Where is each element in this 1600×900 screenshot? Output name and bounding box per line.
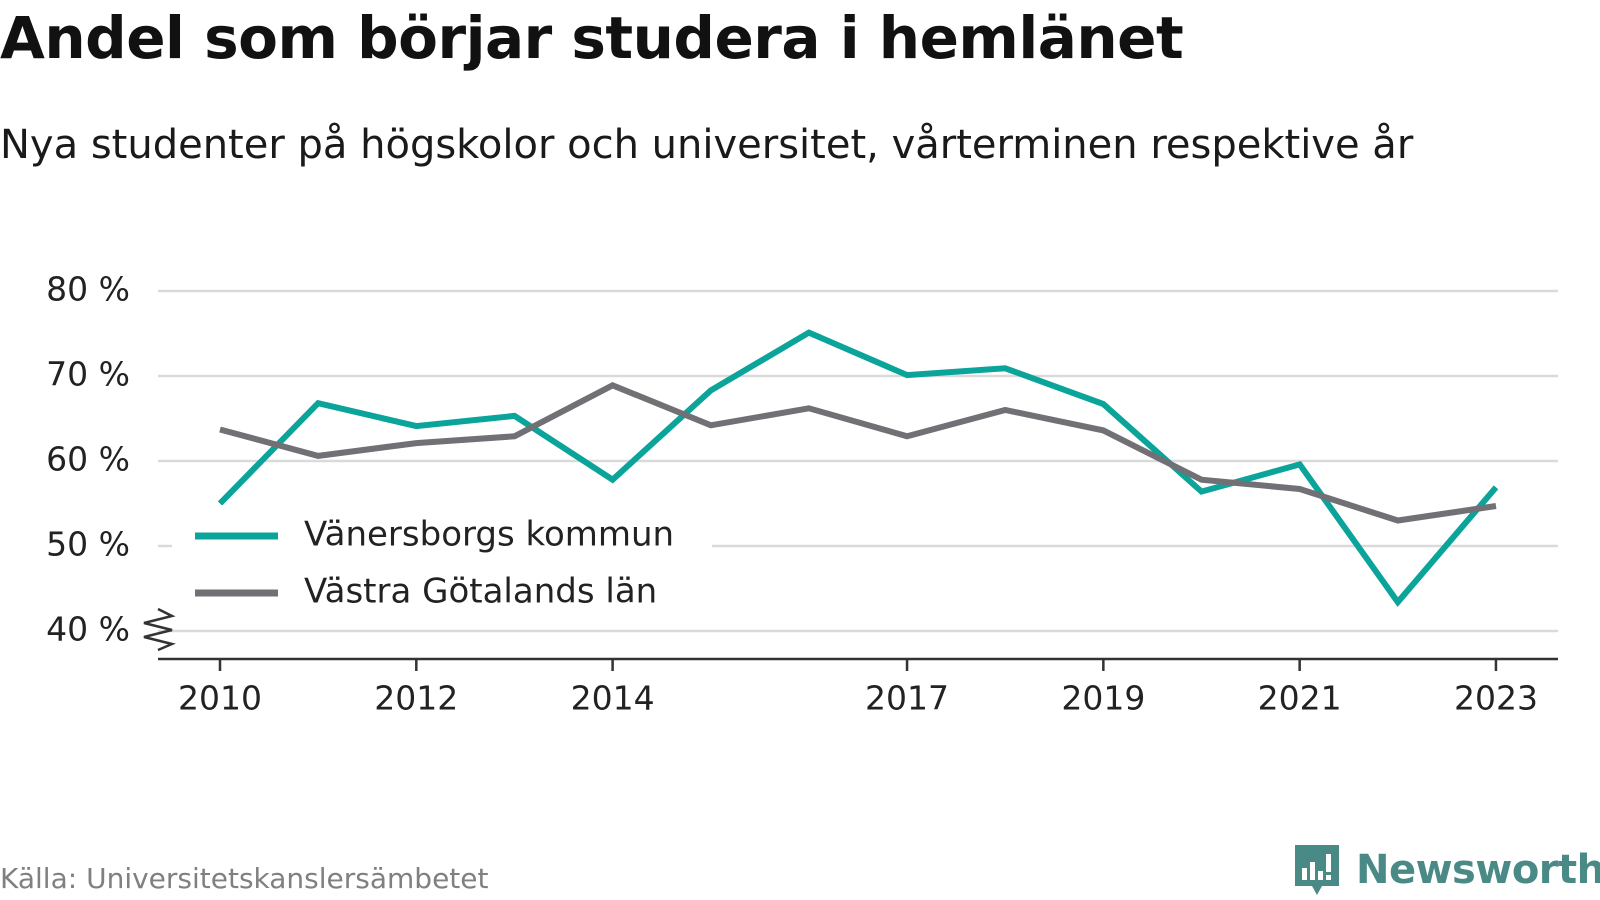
series-line-1	[217, 329, 1499, 607]
x-tick-label: 2012	[374, 679, 458, 718]
x-tick-label: 2017	[865, 679, 949, 718]
y-tick-label: 80 %	[46, 270, 130, 309]
legend-label-2: Västra Götalands län	[304, 572, 657, 612]
grid-lines	[158, 289, 1558, 633]
legend-label-1: Vänersborgs kommun	[304, 515, 674, 555]
x-tick-label: 2019	[1061, 679, 1145, 718]
legend-background-rect	[172, 505, 712, 629]
y-axis-break-icon	[143, 607, 176, 652]
chart-title: Andel som börjar studera i hemlänet	[0, 4, 1184, 72]
y-tick-label: 70 %	[46, 354, 130, 393]
y-axis-labels: 40 % 50 % 60 % 70 % 80 %	[46, 270, 130, 649]
y-tick-label: 40 %	[46, 609, 130, 648]
series-lines	[217, 329, 1499, 607]
chart-subtitle: Nya studenter på högskolor och universit…	[0, 122, 1414, 168]
axis-break-zigzag	[143, 607, 176, 652]
y-tick-label: 60 %	[46, 439, 130, 478]
x-axis-labels: 2010 2012 2014 2017 2019 2021 2023	[178, 679, 1538, 718]
series-line-2	[219, 381, 1497, 524]
newsworthy-logo-icon	[1295, 845, 1339, 895]
brand-name: Newsworthy	[1356, 847, 1600, 893]
legend-background	[172, 505, 712, 629]
y-tick-label: 50 %	[46, 524, 130, 563]
legend: Vänersborgs kommun Västra Götalands län	[195, 515, 674, 612]
x-tick-label: 2010	[178, 679, 262, 718]
x-axis	[158, 657, 1558, 671]
x-tick-label: 2023	[1454, 679, 1538, 718]
brand-logo: Newsworthy	[1292, 842, 1600, 898]
x-tick-label: 2021	[1258, 679, 1342, 718]
x-tick-label: 2014	[571, 679, 655, 718]
source-note: Källa: Universitetskanslersämbetet	[0, 862, 489, 895]
